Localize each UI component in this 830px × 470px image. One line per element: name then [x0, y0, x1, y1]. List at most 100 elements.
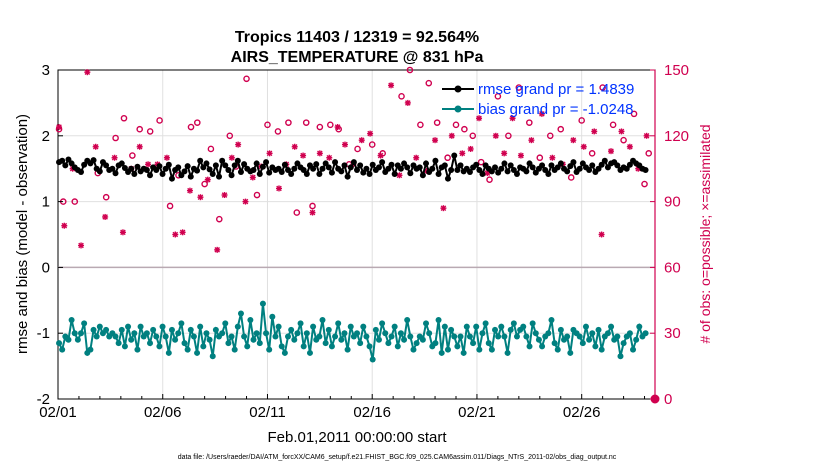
bias-point	[219, 330, 226, 337]
bias-point	[532, 330, 539, 337]
obs-assimilated-marker	[179, 229, 186, 236]
legend: rmse grand pr = 1.4839 bias grand pr = -1…	[442, 81, 634, 118]
obs-possible-marker	[567, 174, 575, 181]
rmse-point	[504, 168, 511, 175]
rmse-point	[316, 170, 323, 177]
bias-point	[626, 330, 633, 337]
bias-point	[551, 340, 558, 347]
bias-point	[134, 346, 141, 353]
rmse-point	[451, 152, 458, 159]
rmse-point	[545, 170, 552, 177]
bias-point	[209, 353, 216, 360]
bias-point	[526, 343, 533, 350]
rmse-point	[184, 163, 191, 170]
obs-possible-marker	[112, 134, 119, 142]
bias-point	[168, 326, 175, 333]
obs-assimilated-marker	[432, 137, 439, 144]
bias-point	[401, 336, 408, 343]
rmse-point	[228, 172, 235, 179]
obs-assimilated-marker	[448, 132, 455, 139]
bias-point	[347, 323, 354, 330]
obs-possible-marker	[515, 84, 523, 91]
y2-origin-marker	[650, 394, 660, 404]
bias-point	[454, 343, 461, 350]
obs-possible-marker	[599, 84, 606, 91]
obs-assimilated-marker	[413, 154, 420, 161]
bias-point	[128, 336, 135, 343]
bias-point	[150, 326, 157, 333]
y2-tick-label: 150	[664, 62, 689, 79]
obs-possible-marker	[215, 215, 223, 223]
obs-assimilated-marker	[172, 231, 179, 238]
footnote: data file: /Users/raeder/DAI/ATM_forcXX/…	[178, 454, 617, 461]
rmse-point	[78, 168, 85, 175]
obs-assimilated-marker	[570, 137, 577, 144]
bias-point	[285, 333, 292, 340]
bias-point	[463, 323, 470, 330]
obs-assimilated-marker	[549, 154, 556, 161]
bias-point	[56, 340, 63, 347]
bias-point	[328, 343, 335, 350]
bias-point	[441, 323, 448, 330]
bias-point	[476, 346, 483, 353]
rmse-point	[181, 168, 188, 175]
bias-point	[297, 320, 304, 327]
obs-possible-marker	[433, 119, 441, 126]
bias-point	[366, 343, 373, 350]
chart-title: Tropics 11403 / 12319 = 92.564%	[235, 29, 479, 46]
obs-assimilated-marker	[145, 161, 152, 168]
rmse-point	[159, 170, 166, 177]
rmse-point	[278, 168, 285, 175]
obs-assimilated-marker	[242, 198, 249, 205]
obs-possible-marker	[285, 119, 292, 126]
rmse-point	[576, 165, 583, 172]
obs-possible-marker	[166, 202, 174, 210]
y-tick-label: 1	[42, 194, 50, 211]
bias-point	[153, 333, 160, 340]
bias-point	[432, 340, 439, 347]
obs-possible-marker	[630, 110, 638, 118]
x-tick-label: 02/21	[458, 404, 496, 421]
bias-point	[510, 320, 517, 327]
rmse-point	[507, 162, 514, 169]
bias-point	[470, 340, 477, 347]
obs-assimilated-marker	[492, 132, 499, 139]
rmse-point	[222, 162, 229, 169]
bias-point	[338, 336, 345, 343]
obs-assimilated-marker	[626, 143, 633, 150]
bias-point	[495, 333, 502, 340]
obs-possible-marker	[187, 123, 195, 131]
rmse-point	[350, 159, 357, 166]
bias-point	[473, 323, 480, 330]
obs-possible-marker	[645, 150, 653, 157]
x-axis-label: Feb.01,2011 00:00:00 start	[267, 429, 447, 446]
bias-point	[203, 330, 210, 337]
series-layer	[56, 152, 649, 363]
bias-point	[162, 333, 169, 340]
obs-possible-marker	[274, 128, 282, 135]
obs-assimilated-marker	[228, 154, 235, 161]
rmse-point	[570, 159, 577, 166]
bias-point	[172, 336, 179, 343]
bias-point	[71, 330, 78, 337]
obs-possible-marker	[578, 117, 585, 124]
rmse-point	[147, 172, 154, 179]
y2-tick-label: 90	[664, 194, 681, 211]
rmse-point	[234, 157, 241, 164]
bias-point	[520, 323, 527, 330]
bias-point	[212, 326, 219, 333]
bias-point	[397, 330, 404, 337]
bias-point	[178, 320, 185, 327]
rmse-point	[328, 169, 335, 176]
obs-assimilated-marker	[396, 172, 403, 179]
obs-possible-marker	[316, 123, 324, 131]
rmse-point	[539, 162, 546, 169]
plot-frame	[57, 69, 656, 400]
rmse-point	[197, 157, 204, 164]
bias-point	[65, 336, 72, 343]
rmse-point	[156, 163, 163, 170]
bias-point	[451, 333, 458, 340]
obs-assimilated-marker	[643, 132, 650, 139]
bias-point	[316, 333, 323, 340]
bias-point	[513, 333, 520, 340]
